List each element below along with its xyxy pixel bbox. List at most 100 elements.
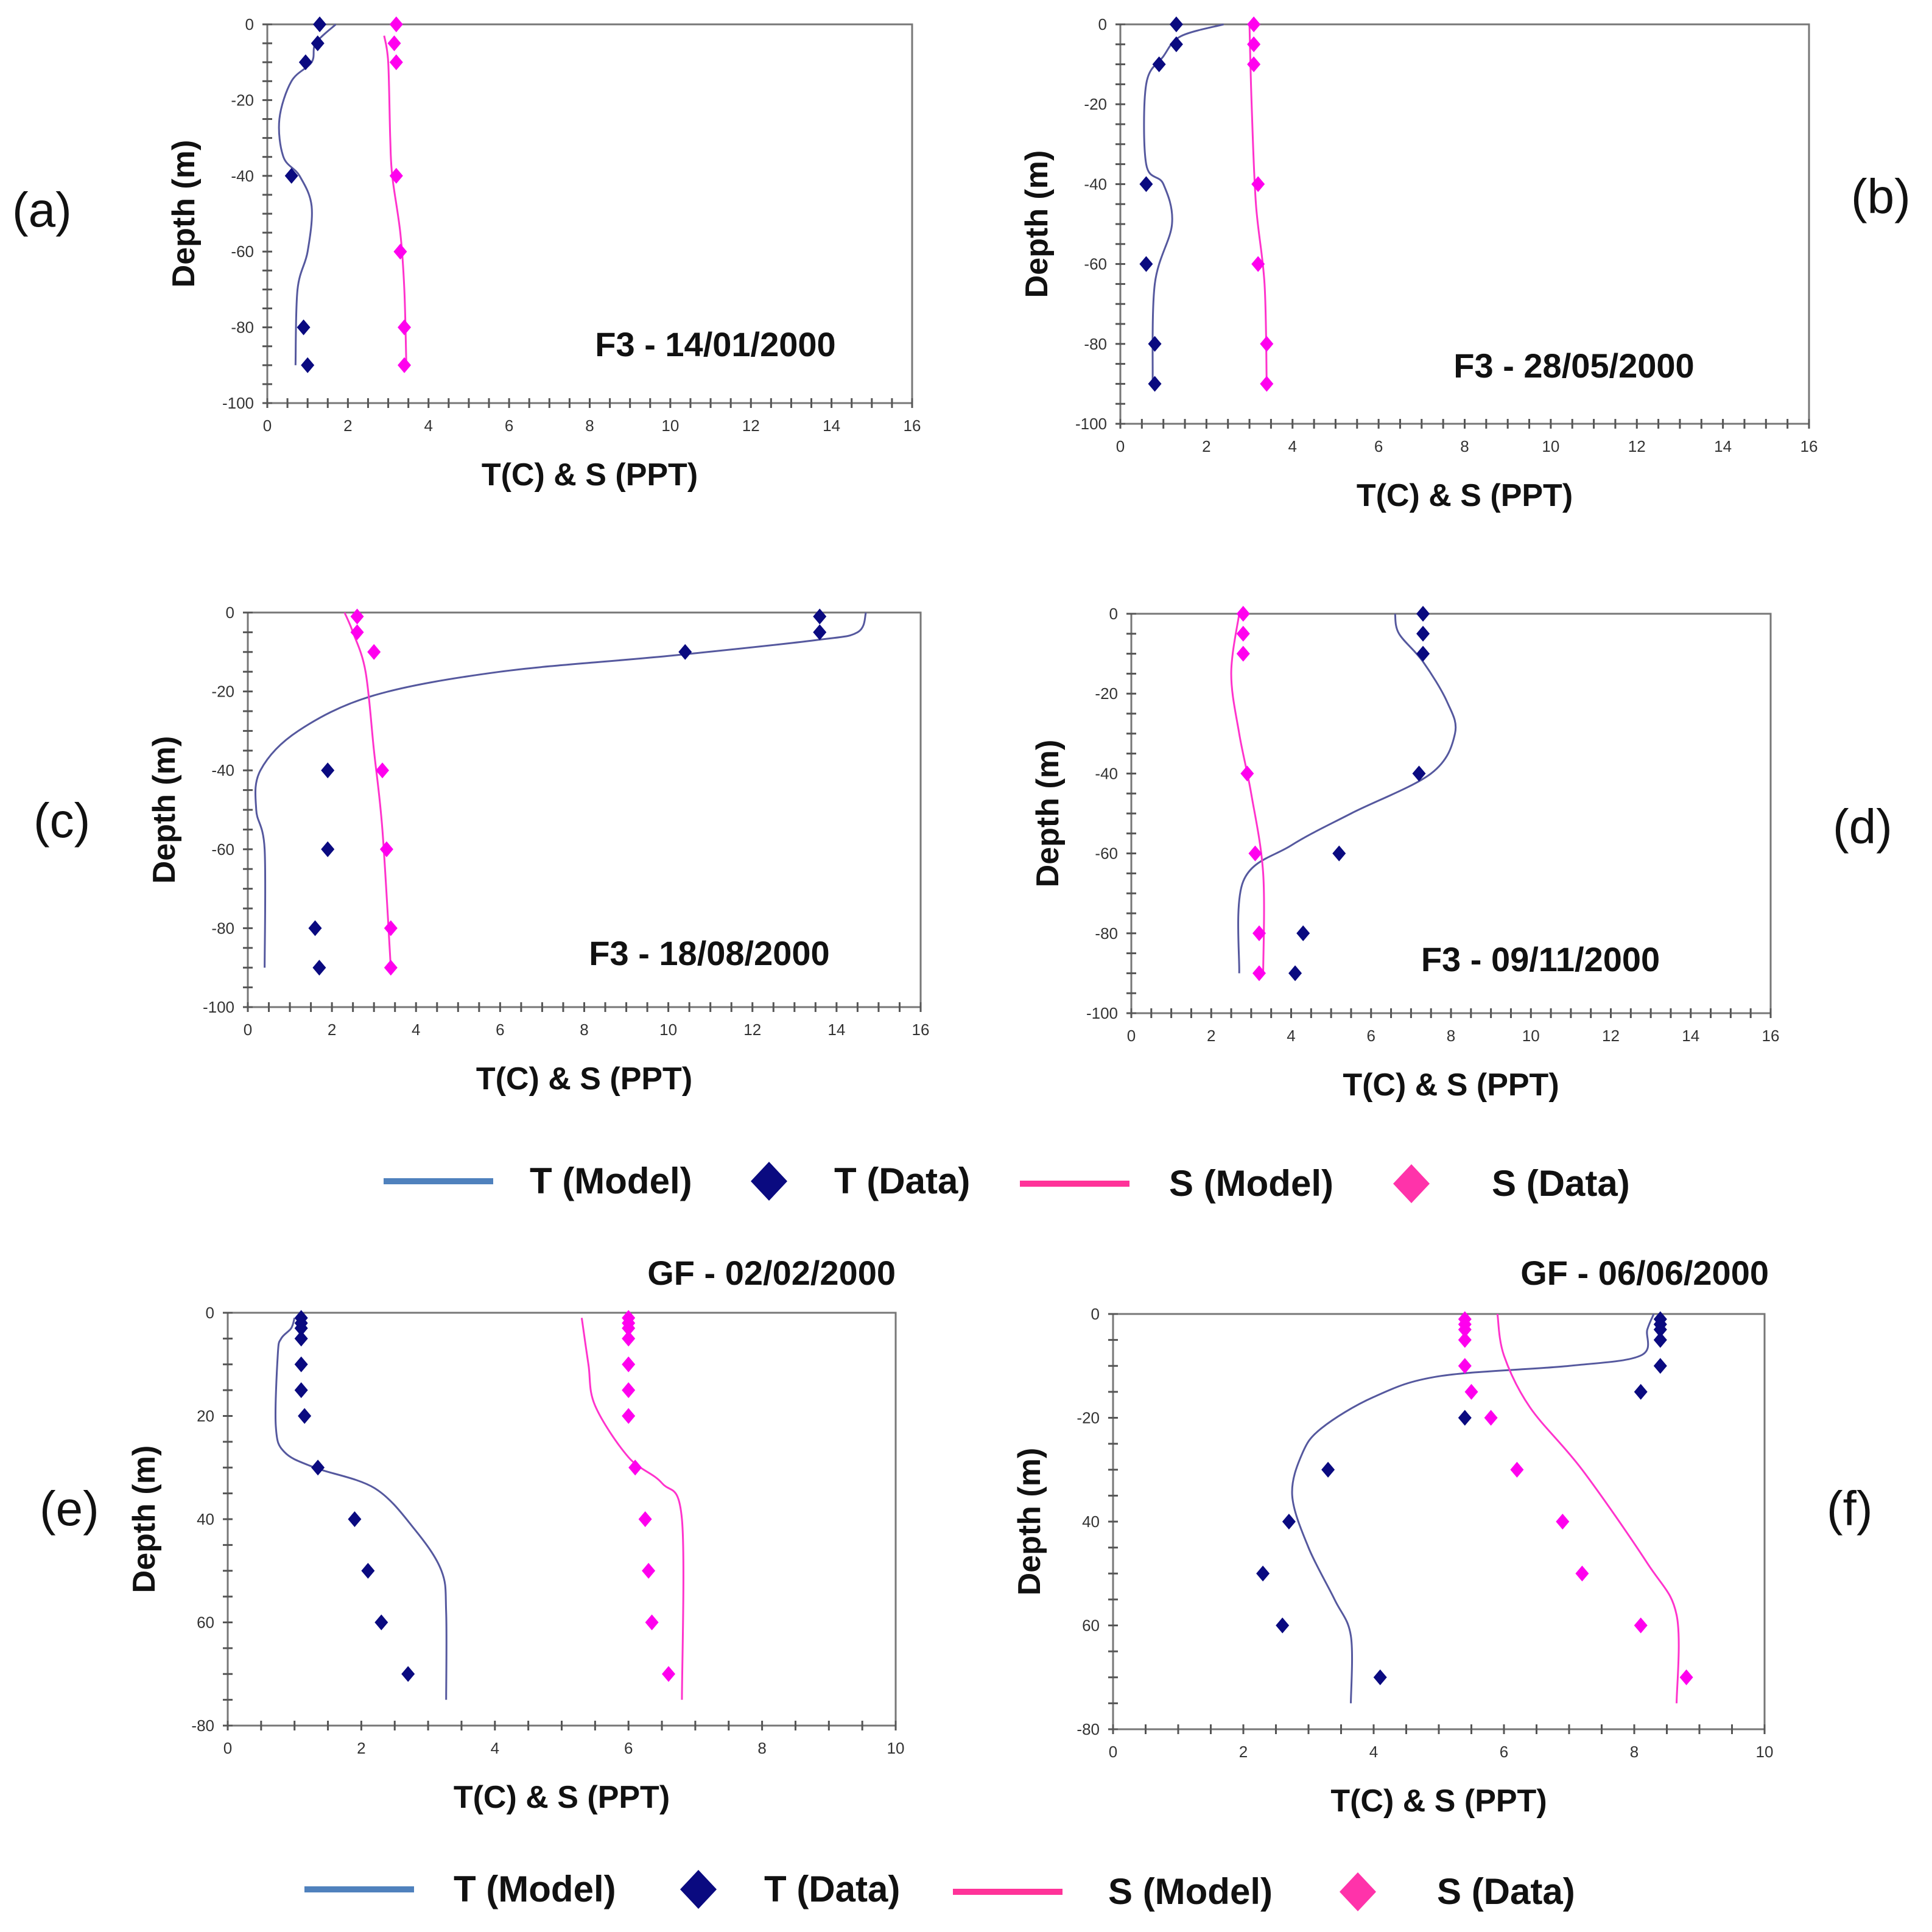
chart-title: F3 - 28/05/2000 bbox=[1453, 346, 1694, 385]
data-point-s-data bbox=[1260, 376, 1274, 392]
legend-s-data-label: S (Data) bbox=[1437, 1871, 1575, 1912]
y-tick-label: -80 bbox=[1095, 924, 1118, 943]
data-point-t-data bbox=[294, 1320, 308, 1337]
legend-t-model-label: T (Model) bbox=[530, 1161, 692, 1201]
data-point-s-data bbox=[662, 1666, 676, 1682]
x-tick-label: 6 bbox=[1374, 437, 1383, 455]
data-point-t-data bbox=[298, 54, 312, 71]
data-point-t-data bbox=[312, 960, 326, 976]
data-point-t-data bbox=[1169, 36, 1183, 52]
x-tick-label: 8 bbox=[1460, 437, 1469, 455]
panel-label: (f) bbox=[1827, 1481, 1873, 1536]
data-point-s-data bbox=[1247, 56, 1261, 72]
data-point-t-data bbox=[1458, 1410, 1472, 1426]
chart-title: GF - 02/02/2000 bbox=[647, 1254, 896, 1292]
data-point-s-data bbox=[1575, 1565, 1589, 1582]
x-tick-label: 14 bbox=[1714, 437, 1732, 455]
data-point-t-data bbox=[361, 1562, 375, 1579]
data-point-t-data bbox=[1139, 176, 1153, 192]
legend-t-model-label: T (Model) bbox=[454, 1869, 616, 1909]
data-point-t-data bbox=[1276, 1617, 1290, 1634]
panel-label: (d) bbox=[1833, 799, 1892, 854]
x-tick-label: 4 bbox=[1287, 1027, 1295, 1045]
y-tick-label: -60 bbox=[231, 242, 254, 261]
data-point-t-data bbox=[1169, 16, 1183, 32]
y-tick-label: -40 bbox=[1084, 175, 1107, 193]
data-point-s-data bbox=[1634, 1617, 1648, 1634]
y-tick-label: -20 bbox=[211, 683, 234, 701]
x-tick-label: 14 bbox=[823, 416, 840, 435]
data-point-t-data bbox=[308, 920, 322, 936]
legend-t-data-marker bbox=[751, 1162, 787, 1201]
y-tick-label: 0 bbox=[206, 1304, 214, 1322]
x-axis-label: T(C) & S (PPT) bbox=[476, 1061, 692, 1097]
legend-t-data-marker bbox=[680, 1870, 717, 1909]
data-point-t-data bbox=[1256, 1565, 1270, 1582]
data-point-t-data bbox=[1296, 925, 1310, 941]
data-point-s-data bbox=[1236, 625, 1250, 642]
data-point-s-data bbox=[387, 35, 401, 52]
x-tick-label: 12 bbox=[742, 416, 760, 435]
x-tick-label: 16 bbox=[904, 416, 921, 435]
data-point-t-data bbox=[1416, 625, 1430, 642]
chart-panel-f: 0 2 4 6 8 10 0 -20 40 60 -80 T(C) & S (PPT) Depth (m… bbox=[1012, 1254, 1873, 1819]
x-tick-label: 16 bbox=[1762, 1027, 1780, 1045]
data-point-t-data bbox=[1139, 256, 1153, 272]
data-point-t-data bbox=[1634, 1383, 1648, 1400]
data-point-s-data bbox=[393, 244, 407, 260]
x-tick-label: 2 bbox=[343, 416, 352, 435]
data-point-s-data bbox=[1458, 1358, 1472, 1374]
chart-panel-e: 0 2 4 6 8 10 0 20 40 60 -80 T(C) & S (PPT) Depth (m)… bbox=[40, 1254, 904, 1815]
data-point-t-data bbox=[678, 644, 692, 660]
panel-label: (c) bbox=[33, 793, 90, 848]
x-axis-label: T(C) & S (PPT) bbox=[454, 1780, 670, 1815]
series-line-s-model bbox=[580, 1318, 684, 1700]
data-point-t-data bbox=[294, 1382, 308, 1399]
legend-s-data-label: S (Data) bbox=[1492, 1163, 1630, 1204]
x-tick-label: 0 bbox=[1116, 437, 1125, 455]
x-tick-label: 0 bbox=[1109, 1743, 1117, 1761]
x-tick-label: 4 bbox=[1369, 1743, 1378, 1761]
plot-area bbox=[266, 23, 913, 404]
plot-area bbox=[247, 611, 922, 1008]
data-point-s-data bbox=[398, 319, 412, 335]
y-tick-label: 60 bbox=[197, 1614, 214, 1632]
y-tick-label: 40 bbox=[197, 1510, 214, 1528]
series-line-t-model bbox=[278, 23, 337, 365]
y-tick-label: -80 bbox=[231, 318, 254, 337]
data-point-t-data bbox=[1653, 1321, 1667, 1338]
chart-panel-d: 0 2 4 6 8 10 12 14 16 0 -20 -40 -60 -80 -100 T(C) & S (… bbox=[1030, 605, 1892, 1103]
data-point-s-data bbox=[367, 644, 381, 660]
y-tick-label: 0 bbox=[245, 15, 254, 33]
series-line-s-model bbox=[1248, 24, 1268, 384]
x-tick-label: 8 bbox=[1447, 1027, 1455, 1045]
legend-s-model-label: S (Model) bbox=[1169, 1163, 1333, 1204]
y-tick-label: 40 bbox=[1082, 1512, 1100, 1531]
y-axis-label: Depth (m) bbox=[1012, 1448, 1047, 1596]
data-point-s-data bbox=[1458, 1332, 1472, 1348]
data-point-s-data bbox=[389, 54, 403, 71]
data-point-t-data bbox=[813, 624, 827, 641]
y-axis-label: Depth (m) bbox=[147, 736, 182, 884]
y-tick-label: -60 bbox=[1084, 255, 1107, 273]
data-point-t-data bbox=[348, 1511, 362, 1527]
data-point-s-data bbox=[1247, 36, 1261, 52]
x-tick-label: 16 bbox=[1800, 437, 1818, 455]
y-tick-label: -20 bbox=[231, 91, 254, 109]
x-tick-label: 2 bbox=[328, 1020, 336, 1039]
data-point-t-data bbox=[301, 357, 315, 373]
chart-panel-b: 0 2 4 6 8 10 12 14 16 0 -20 -40 -60 -80 -100 T(C) & S (… bbox=[1019, 15, 1911, 513]
data-point-t-data bbox=[1653, 1332, 1667, 1348]
data-point-s-data bbox=[1556, 1514, 1570, 1530]
chart-title: F3 - 09/11/2000 bbox=[1421, 940, 1660, 978]
data-point-s-data bbox=[1484, 1410, 1498, 1426]
x-tick-label: 2 bbox=[357, 1739, 365, 1757]
data-point-t-data bbox=[311, 1460, 325, 1476]
y-tick-label: 0 bbox=[1091, 1305, 1100, 1323]
y-tick-label: -100 bbox=[222, 394, 254, 412]
data-point-s-data bbox=[1251, 256, 1265, 272]
x-tick-label: 10 bbox=[661, 416, 679, 435]
x-tick-label: 6 bbox=[496, 1020, 504, 1039]
data-point-s-data bbox=[398, 357, 412, 373]
x-tick-label: 0 bbox=[244, 1020, 252, 1039]
